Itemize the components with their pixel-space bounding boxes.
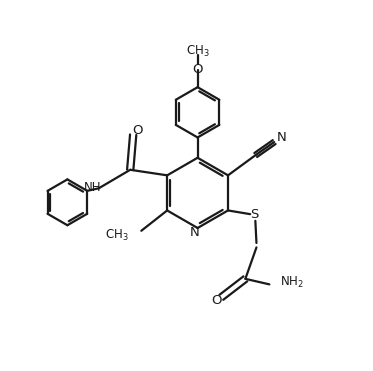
Text: N: N [277,131,286,144]
Text: S: S [250,208,259,221]
Text: NH$_2$: NH$_2$ [280,275,304,290]
Text: CH$_3$: CH$_3$ [186,44,209,59]
Text: N: N [190,226,200,239]
Text: NH: NH [84,181,102,194]
Text: O: O [192,63,203,76]
Text: O: O [211,294,222,307]
Text: O: O [132,125,143,138]
Text: CH$_3$: CH$_3$ [105,228,128,243]
